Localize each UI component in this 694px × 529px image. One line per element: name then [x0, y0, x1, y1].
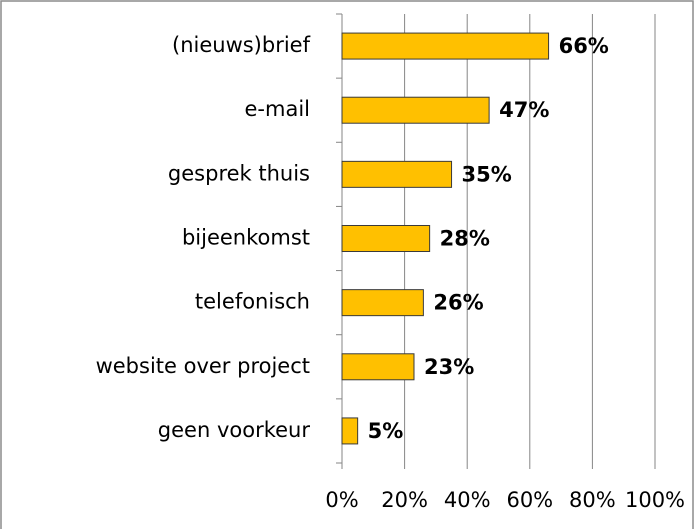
- y-tick-label: bijeenkomst: [182, 226, 310, 250]
- x-tick-label: 100%: [625, 488, 685, 512]
- y-tick-label: gesprek thuis: [168, 161, 310, 185]
- bar: [341, 417, 359, 445]
- bar: [341, 225, 431, 252]
- value-label: 47%: [499, 98, 549, 122]
- y-tick-label: website over project: [96, 354, 310, 378]
- x-tick-label: 80%: [569, 488, 616, 512]
- x-tick-label: 0%: [325, 488, 358, 512]
- bar: [341, 289, 424, 317]
- value-label: 66%: [559, 34, 609, 58]
- bar: [341, 32, 550, 60]
- bar: [341, 96, 490, 124]
- value-label: 35%: [462, 162, 512, 186]
- x-tick-label: 40%: [444, 488, 491, 512]
- value-label: 26%: [433, 291, 483, 315]
- value-label: 28%: [440, 227, 490, 251]
- y-tick-label: (nieuws)brief: [172, 33, 311, 57]
- bar: [341, 353, 415, 381]
- x-tick-label: 20%: [381, 488, 428, 512]
- x-tick-label: 60%: [506, 488, 553, 512]
- value-label: 23%: [424, 355, 474, 379]
- y-tick-label: geen voorkeur: [158, 418, 311, 442]
- y-tick-label: telefonisch: [195, 290, 310, 314]
- y-tick-label: e-mail: [245, 97, 311, 121]
- bar: [341, 160, 453, 188]
- value-label: 5%: [368, 419, 404, 443]
